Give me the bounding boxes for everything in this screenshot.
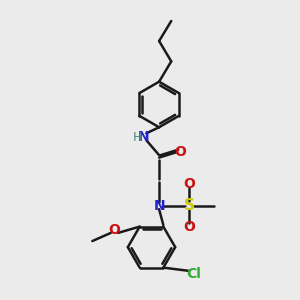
- Text: N: N: [138, 130, 150, 144]
- Text: O: O: [109, 224, 120, 237]
- Text: H: H: [133, 131, 142, 144]
- Text: O: O: [184, 177, 195, 191]
- Text: S: S: [184, 198, 195, 213]
- Text: O: O: [184, 220, 195, 234]
- Text: Cl: Cl: [187, 267, 202, 281]
- Text: O: O: [174, 145, 186, 159]
- Text: N: N: [153, 199, 165, 212]
